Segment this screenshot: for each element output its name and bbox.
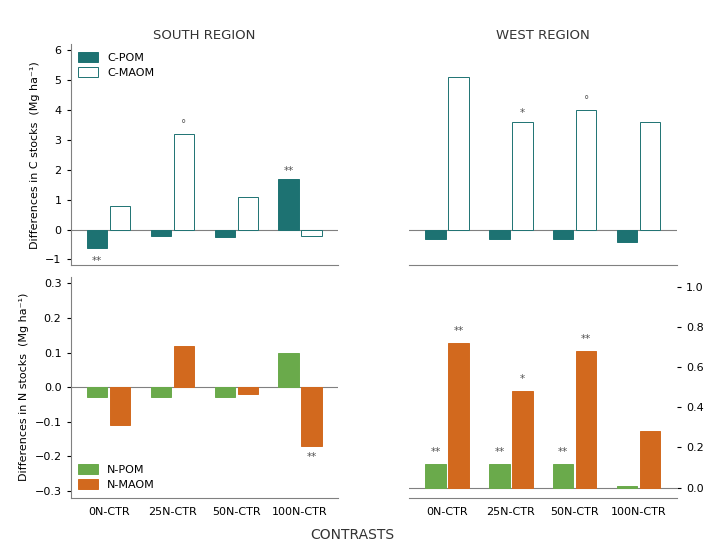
Text: *: * [520, 374, 525, 384]
Bar [489, 229, 510, 238]
Title: SOUTH REGION: SOUTH REGION [153, 29, 256, 41]
Bar [151, 387, 171, 398]
Text: °: ° [181, 119, 187, 129]
Bar [448, 343, 469, 488]
Text: CONTRASTS: CONTRASTS [310, 528, 395, 542]
Bar [214, 387, 235, 398]
Bar [110, 206, 130, 229]
Bar [576, 351, 596, 488]
Text: **: ** [558, 447, 568, 457]
Bar [513, 122, 533, 229]
Bar [278, 353, 299, 387]
Bar [174, 346, 195, 387]
Bar [617, 229, 637, 242]
Bar [576, 110, 596, 229]
Bar [426, 229, 446, 238]
Text: **: ** [307, 452, 317, 462]
Bar [640, 431, 660, 488]
Bar [151, 229, 171, 236]
Text: **: ** [283, 166, 294, 176]
Legend: C-POM, C-MAOM: C-POM, C-MAOM [76, 50, 157, 80]
Y-axis label: Differences in C stocks  (Mg ha⁻¹): Differences in C stocks (Mg ha⁻¹) [30, 61, 39, 249]
Bar [553, 463, 573, 488]
Title: WEST REGION: WEST REGION [496, 29, 589, 41]
Text: **: ** [453, 326, 464, 336]
Bar [513, 391, 533, 488]
Bar [426, 463, 446, 488]
Bar [238, 387, 258, 394]
Bar [278, 179, 299, 229]
Bar [302, 229, 321, 236]
Bar [87, 229, 107, 248]
Text: **: ** [431, 447, 441, 457]
Bar [302, 387, 321, 446]
Bar [489, 463, 510, 488]
Bar [87, 387, 107, 398]
Legend: N-POM, N-MAOM: N-POM, N-MAOM [76, 462, 157, 492]
Text: *: * [520, 107, 525, 118]
Y-axis label: Differences in N stocks  (Mg ha⁻¹): Differences in N stocks (Mg ha⁻¹) [19, 293, 29, 481]
Bar [617, 486, 637, 488]
Bar [640, 122, 660, 229]
Bar [553, 229, 573, 238]
Text: **: ** [92, 257, 102, 267]
Bar [214, 229, 235, 237]
Bar [110, 387, 130, 425]
Text: **: ** [494, 447, 505, 457]
Text: °: ° [584, 96, 589, 106]
Bar [174, 134, 195, 229]
Text: **: ** [581, 334, 591, 345]
Bar [238, 197, 258, 229]
Bar [448, 77, 469, 229]
